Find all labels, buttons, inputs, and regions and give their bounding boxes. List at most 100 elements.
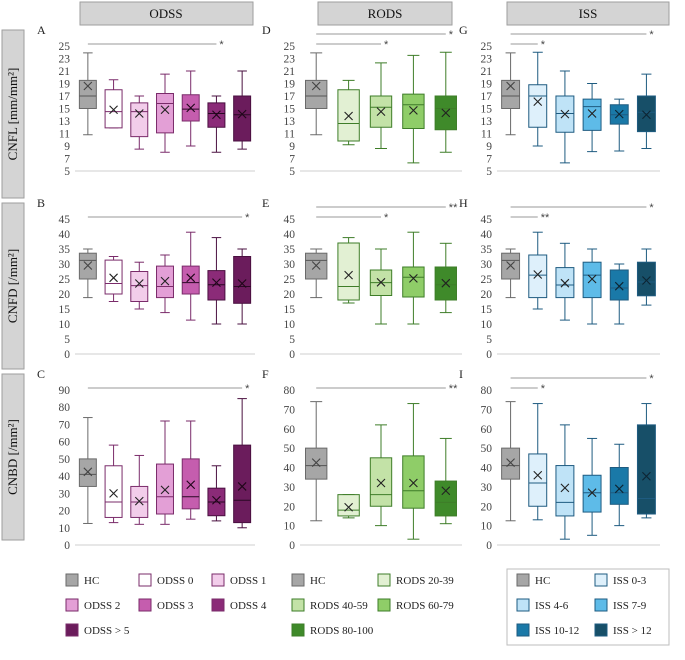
y-tick-label: 70 [59,419,71,431]
box-iss-10-12 [609,263,629,325]
y-tick-label: 0 [64,540,70,552]
y-tick-label: 21 [284,66,296,78]
y-tick-label: 45 [481,214,493,226]
y-tick-label: 7 [486,154,492,166]
panel-letter: I [459,367,463,381]
box-iqr [434,480,457,517]
y-tick-label: 10 [481,319,493,331]
legend-swatch [138,573,152,587]
y-tick-label: 17 [59,91,71,103]
mean-marker [506,81,515,91]
significance-label: ** [541,212,550,224]
y-tick-label: 30 [284,482,296,494]
y-tick-label: 17 [284,91,296,103]
legend-swatch [291,623,305,637]
box-iss-12 [636,73,656,149]
mean-marker [83,81,93,91]
box-iqr [636,261,656,297]
y-tick-label: 19 [284,79,296,91]
y-tick-label: 10 [284,521,296,533]
box-iss-12 [636,403,656,519]
legend-item: ISS 7-9 [594,598,647,612]
significance-label: ** [449,383,458,395]
box-hc [305,52,328,136]
legend-label: ODSS 0 [157,575,194,587]
box-hc [78,52,97,136]
box-iss-12 [636,248,656,306]
box-rods-40-59 [369,62,393,149]
y-tick-label: 13 [59,116,71,128]
box-odss-0 [104,444,123,524]
box-hc [78,417,97,524]
legend-label: ISS 7-9 [613,600,647,612]
legend-iss: HC ISS 0-3 ISS 4-6 ISS 7-9 ISS 10-12 ISS > 12 [506,568,670,646]
box-hc [501,52,521,136]
significance-label: * [449,29,454,41]
legend-swatch [377,573,391,587]
mean-marker [533,97,543,107]
legend-label: ODSS 1 [230,575,266,587]
legend-rods: HC RODS 20-39 RODS 40-59 RODS 60-79 RODS 80-… [291,573,454,637]
y-tick-label: 45 [59,214,71,226]
y-tick-label: 30 [284,259,296,271]
box-hc [501,401,521,522]
mean-marker [237,279,247,288]
mean-marker [560,278,570,288]
y-tick-label: 40 [284,229,296,241]
significance-label: * [245,383,250,395]
y-tick-label: 15 [284,104,296,116]
box-iqr [207,270,226,301]
mean-marker [186,273,196,283]
y-tick-label: 25 [481,274,493,286]
mean-marker [160,276,170,286]
column-header-odss: ODSS [79,1,254,26]
box-odss-5 [233,70,252,150]
legend-label: ISS 10-12 [535,625,579,637]
box-iqr [130,102,149,138]
box-rods-80-100 [434,51,457,153]
legend-swatch [65,598,79,612]
legend-swatch [594,598,608,612]
y-tick-label: 15 [59,104,71,116]
panel-letter: H [459,196,468,210]
box-iss-4-6 [555,424,575,540]
mean-marker [506,261,515,270]
legend-swatch [516,623,530,637]
y-tick-label: 19 [59,79,71,91]
y-tick-label: 60 [481,424,493,436]
mean-marker [376,277,386,287]
y-tick-label: 20 [284,289,296,301]
mean-marker [134,109,144,118]
box-rods-60-79 [402,231,425,325]
significance-label: * [541,383,546,395]
box-iss-4-6 [555,70,575,164]
y-tick-label: 11 [481,129,492,141]
y-tick-label: 50 [284,443,296,455]
mean-marker [186,480,196,490]
legend-swatch [594,623,608,637]
row-header-cnfd: CNFD [/mm²] [1,202,25,370]
y-tick-label: 35 [481,244,493,256]
y-tick-label: 25 [284,274,296,286]
y-tick-label: 35 [284,244,296,256]
y-tick-label: 20 [59,289,71,301]
panel-b: B 0 5 10 15 20 25 30 35 40 45 * [37,196,255,361]
legend-label: HC [84,575,99,587]
legend-label: RODS 60-79 [396,600,454,612]
legend-label: RODS 40-59 [310,600,368,612]
y-tick-label: 0 [486,540,492,552]
box-iqr [582,474,602,513]
y-tick-label: 9 [289,141,295,153]
box-iqr [555,465,575,517]
y-tick-label: 9 [64,141,70,153]
legend-swatch [377,598,391,612]
box-odss-2 [156,254,174,314]
significance-label: * [649,29,654,41]
y-tick-label: 5 [64,334,70,346]
mean-marker [441,486,451,496]
box-iqr [130,271,149,302]
box-hc [305,401,328,522]
mean-marker [376,107,386,117]
